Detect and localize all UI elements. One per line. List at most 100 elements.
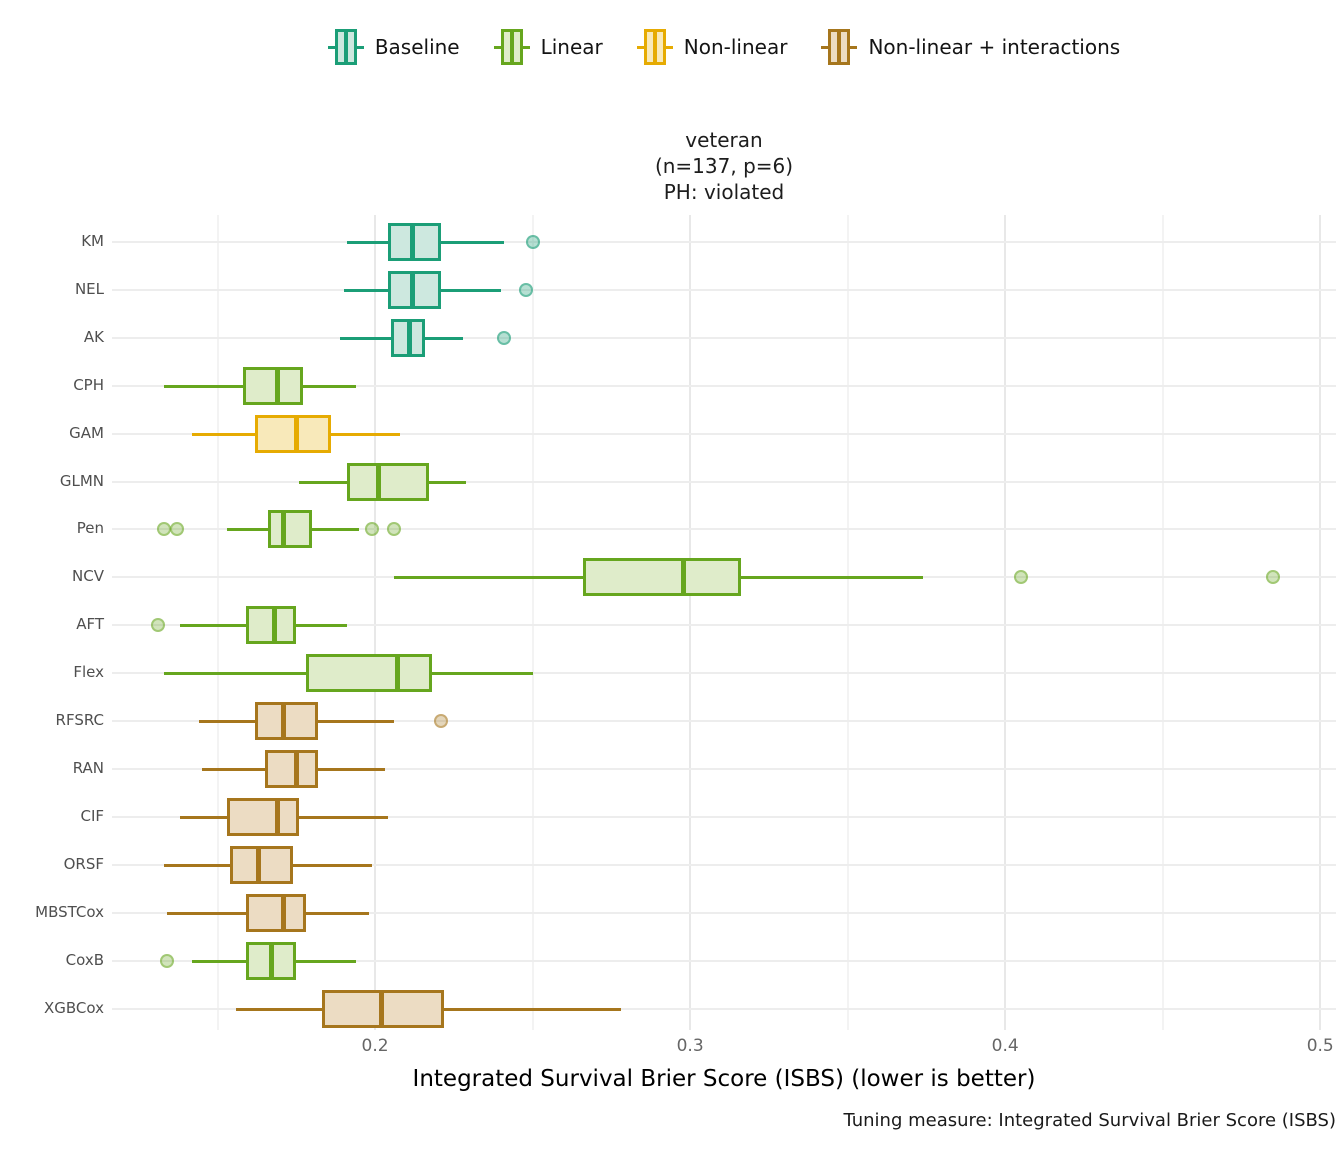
box-NCV: [583, 558, 741, 596]
y-label-GAM: GAM: [69, 424, 104, 442]
gridline-row-KM: [112, 241, 1336, 243]
x-tick-label-0.2: 0.2: [361, 1036, 389, 1056]
box-RAN: [264, 750, 319, 788]
median-AFT: [271, 606, 277, 644]
median-XGBCox: [378, 990, 384, 1028]
gridline-row-NEL: [112, 289, 1336, 291]
box-GAM: [255, 415, 331, 453]
legend-key-whisker-left: [821, 45, 830, 49]
legend-item-linear: Linear: [493, 27, 603, 67]
x-tick-label-0.3: 0.3: [676, 1036, 704, 1056]
boxplot-key-icon: [821, 27, 858, 67]
median-MBSTCox: [281, 894, 287, 932]
x-tick-label-0.4: 0.4: [991, 1036, 1019, 1056]
legend-key-median: [509, 29, 514, 65]
y-label-RFSRC: RFSRC: [55, 711, 104, 729]
median-CoxB: [268, 942, 274, 980]
legend-label-linear: Linear: [540, 35, 603, 59]
boxplot-key-icon: [327, 27, 364, 67]
y-label-AK: AK: [83, 328, 104, 346]
y-label-XGBCox: XGBCox: [44, 999, 104, 1017]
outlier-Pen-1: [169, 522, 184, 536]
legend-key-median: [652, 29, 657, 65]
outlier-KM-0: [525, 235, 540, 249]
median-RAN: [293, 750, 299, 788]
legend-key-whisker-right: [849, 45, 858, 49]
legend-key-whisker-right: [521, 45, 530, 49]
y-label-Flex: Flex: [73, 663, 104, 681]
outlier-Pen-0: [156, 522, 171, 536]
gridline-row-AFT: [112, 624, 1336, 626]
gridline-row-CPH: [112, 385, 1336, 387]
legend-key-whisker-left: [327, 45, 336, 49]
outlier-Pen-2: [364, 522, 379, 536]
outlier-NEL-0: [519, 283, 534, 297]
outlier-Pen-3: [386, 522, 401, 536]
plot-panel: [112, 215, 1336, 1030]
y-label-GLMN: GLMN: [59, 472, 104, 490]
boxplot-key-icon: [636, 27, 673, 67]
y-label-MBSTCox: MBSTCox: [35, 903, 104, 921]
box-Pen: [267, 510, 313, 548]
gridline-x-0.5: [1319, 215, 1322, 1030]
plot-title: veteran (n=137, p=6) PH: violated: [112, 127, 1336, 205]
box-CIF: [226, 798, 300, 836]
gridline-row-MBSTCox: [112, 912, 1336, 914]
box-AFT: [245, 606, 297, 644]
outlier-AK-0: [497, 331, 512, 345]
y-label-CIF: CIF: [80, 807, 104, 825]
legend-item-nonlinear_interactions: Non-linear + interactions: [821, 27, 1120, 67]
legend-label-baseline: Baseline: [374, 35, 460, 59]
outlier-CoxB-0: [160, 954, 175, 968]
y-label-RAN: RAN: [72, 759, 104, 777]
plot-title-line3: PH: violated: [663, 180, 785, 204]
y-label-NCV: NCV: [72, 567, 104, 585]
legend-key-median: [837, 29, 842, 65]
x-axis-title: Integrated Survival Brier Score (ISBS) (…: [412, 1066, 1036, 1092]
median-RFSRC: [281, 702, 287, 740]
legend-label-nonlinear: Non-linear: [683, 35, 788, 59]
legend-key-whisker-left: [636, 45, 645, 49]
y-label-Pen: Pen: [76, 519, 104, 537]
gridline-row-GLMN: [112, 481, 1336, 483]
legend-key-whisker-right: [355, 45, 364, 49]
outlier-AFT-0: [150, 618, 165, 632]
boxplot-key-icon: [493, 27, 530, 67]
plot-title-line2: (n=137, p=6): [654, 154, 794, 178]
gridline-row-Flex: [112, 672, 1336, 674]
box-MBSTCox: [245, 894, 306, 932]
y-label-CoxB: CoxB: [65, 951, 104, 969]
gridline-x-0.3: [689, 215, 692, 1030]
y-label-ORSF: ORSF: [63, 855, 104, 873]
gridline-x-minor-0.45: [1161, 215, 1164, 1030]
gridline-row-RFSRC: [112, 720, 1336, 722]
gridline-x-minor-0.15: [216, 215, 219, 1030]
median-NCV: [681, 558, 687, 596]
median-Pen: [281, 510, 287, 548]
x-axis-tick-labels: 0.2 0.3 0.4 0.5: [112, 1036, 1336, 1060]
gridline-x-0.4: [1004, 215, 1007, 1030]
median-Flex: [394, 654, 400, 692]
legend-item-nonlinear: Non-linear: [636, 27, 788, 67]
median-KM: [410, 223, 416, 261]
outlier-NCV-1: [1265, 570, 1280, 584]
box-CPH: [242, 367, 303, 405]
outlier-RFSRC-0: [434, 714, 449, 728]
y-label-AFT: AFT: [76, 615, 104, 633]
legend: Baseline Linear Non-linear Non-linear + int…: [112, 24, 1336, 70]
legend-label-nonlinear_interactions: Non-linear + interactions: [868, 35, 1121, 59]
gridline-row-Pen: [112, 528, 1336, 530]
median-AK: [407, 319, 413, 357]
box-ORSF: [230, 846, 294, 884]
y-label-CPH: CPH: [73, 376, 104, 394]
x-tick-label-0.5: 0.5: [1306, 1036, 1334, 1056]
gridline-row-AK: [112, 337, 1336, 339]
gridline-row-RAN: [112, 768, 1336, 770]
median-NEL: [410, 271, 416, 309]
gridline-row-GAM: [112, 433, 1336, 435]
legend-key-median: [343, 29, 348, 65]
gridline-row-CoxB: [112, 960, 1336, 962]
gridline-row-ORSF: [112, 864, 1336, 866]
median-CIF: [274, 798, 280, 836]
